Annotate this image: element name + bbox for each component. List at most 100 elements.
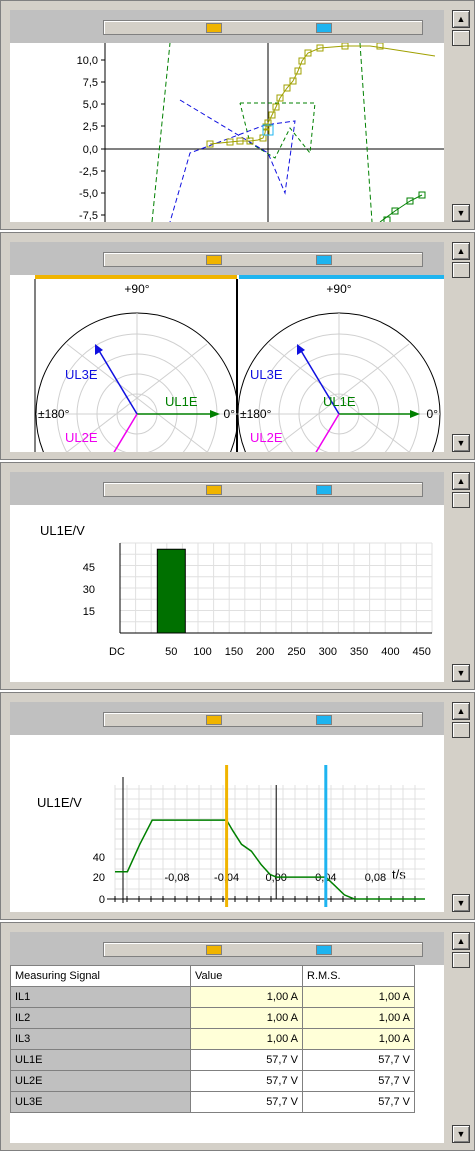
cursor-a-marker-icon[interactable] xyxy=(206,715,222,725)
signal-value[interactable]: 1,00 A xyxy=(190,1028,303,1050)
signal-value[interactable]: 1,00 A xyxy=(190,986,303,1008)
y-tick: 2,5 xyxy=(83,121,98,133)
arrow-up-icon[interactable]: ▲ xyxy=(452,472,470,490)
signal-name: UL1E xyxy=(10,1049,191,1071)
arrow-down-icon[interactable]: ▼ xyxy=(452,204,470,222)
arrow-up-icon[interactable]: ▲ xyxy=(452,932,470,950)
cursor-b-marker-icon[interactable] xyxy=(316,715,332,725)
scroll-thumb[interactable] xyxy=(452,952,470,968)
cursor-track[interactable] xyxy=(103,20,423,35)
cursor-toolbar xyxy=(10,242,444,275)
measurement-table-view[interactable]: Measuring Signal Value R.M.S. IL1 1,00 A… xyxy=(10,932,444,1143)
cursor-toolbar xyxy=(10,932,444,965)
phasor-vector-ul3e-right xyxy=(297,344,340,415)
phasor-vector-ul1e-right xyxy=(339,410,420,418)
time-signal-view[interactable]: UL1E/V t/s 40 20 0 -0,08-0,040,000,040,0… xyxy=(10,702,444,912)
cursor-b-marker-icon[interactable] xyxy=(316,485,332,495)
cursor-a-marker-icon[interactable] xyxy=(206,255,222,265)
polar-right-left-label: ±180° xyxy=(240,407,272,421)
cursor-b-marker-icon[interactable] xyxy=(316,255,332,265)
cursor-b-marker-small xyxy=(262,124,274,136)
scrollbar[interactable]: ▲ ▼ xyxy=(452,932,470,1143)
table-row[interactable]: IL3 1,00 A 1,00 A xyxy=(10,1028,415,1050)
arrow-down-icon[interactable]: ▼ xyxy=(452,434,470,452)
signal-rms: 1,00 A xyxy=(302,986,415,1008)
phasor-vector-ul2e-left xyxy=(113,413,138,452)
arrow-down-icon[interactable]: ▼ xyxy=(452,664,470,682)
phasor-view[interactable]: +90° ±180° 0° +90° ±180° 0° UL1E UL3E UL… xyxy=(10,242,444,452)
y-axis-label: UL1E/V xyxy=(40,523,85,538)
column-header-signal[interactable]: Measuring Signal xyxy=(10,965,191,987)
cursor-track[interactable] xyxy=(103,942,423,957)
phasor-panel: +90° ±180° 0° +90° ±180° 0° UL1E UL3E UL… xyxy=(0,232,475,460)
olive-trajectory xyxy=(209,45,436,145)
time-signal-panel: UL1E/V t/s 40 20 0 -0,08-0,040,000,040,0… xyxy=(0,692,475,920)
arrow-down-icon[interactable]: ▼ xyxy=(452,894,470,912)
table-row[interactable]: UL3E 57,7 V 57,7 V xyxy=(10,1091,415,1113)
cursor-track[interactable] xyxy=(103,482,423,497)
phasor-label-ul2e: UL2E xyxy=(250,430,283,445)
x-tick: -0,08 xyxy=(164,872,189,884)
arrow-up-icon[interactable]: ▲ xyxy=(452,702,470,720)
table-row[interactable]: IL2 1,00 A 1,00 A xyxy=(10,1007,415,1029)
polar-left-right-label: 0° xyxy=(224,407,236,421)
bar-50 xyxy=(156,548,186,634)
phasor-label-ul3e: UL3E xyxy=(65,367,98,382)
phasor-label-ul1e: UL1E xyxy=(165,394,198,409)
olive-markers xyxy=(206,43,384,148)
cursor-track[interactable] xyxy=(103,712,423,727)
signal-name: UL2E xyxy=(10,1070,191,1092)
scroll-thumb[interactable] xyxy=(452,492,470,508)
cursor-toolbar xyxy=(10,472,444,505)
x-tick: 300 xyxy=(319,646,337,658)
y-tick: 30 xyxy=(83,584,95,596)
table-row[interactable]: UL2E 57,7 V 57,7 V xyxy=(10,1070,415,1092)
green-marked-curve xyxy=(379,194,423,222)
x-tick: 200 xyxy=(256,646,274,658)
cursor-track[interactable] xyxy=(103,252,423,267)
trajectory-plot: 10,0 7,5 5,0 2,5 0,0 -2,5 -5,0 -7,5 xyxy=(77,43,444,222)
arrow-up-icon[interactable]: ▲ xyxy=(452,10,470,28)
phasor-label-ul1e: UL1E xyxy=(323,394,356,409)
column-header-rms[interactable]: R.M.S. xyxy=(302,965,415,987)
table-row[interactable]: IL1 1,00 A 1,00 A xyxy=(10,986,415,1008)
trajectory-view[interactable]: 10,0 7,5 5,0 2,5 0,0 -2,5 -5,0 -7,5 xyxy=(10,10,444,222)
trajectory-panel: 10,0 7,5 5,0 2,5 0,0 -2,5 -5,0 -7,5 xyxy=(0,0,475,230)
signal-rms: 1,00 A xyxy=(302,1007,415,1029)
y-tick: 0 xyxy=(99,894,105,906)
cursor-a-marker-icon[interactable] xyxy=(206,945,222,955)
cursor-b-marker-icon[interactable] xyxy=(316,945,332,955)
arrow-down-icon[interactable]: ▼ xyxy=(452,1125,470,1143)
polar-left-left-label: ±180° xyxy=(38,407,70,421)
cursor-b-marker-icon[interactable] xyxy=(316,23,332,33)
scrollbar[interactable]: ▲ ▼ xyxy=(452,10,470,222)
cursor-a-marker-icon[interactable] xyxy=(206,23,222,33)
column-header-value[interactable]: Value xyxy=(190,965,303,987)
signal-value[interactable]: 57,7 V xyxy=(190,1091,303,1113)
cursor-a-bar xyxy=(35,275,237,279)
cursor-b-bar xyxy=(239,275,444,279)
x-tick: 100 xyxy=(193,646,211,658)
scroll-thumb[interactable] xyxy=(452,722,470,738)
signal-value[interactable]: 1,00 A xyxy=(190,1007,303,1029)
x-tick: 450 xyxy=(413,646,431,658)
signal-value[interactable]: 57,7 V xyxy=(190,1070,303,1092)
harmonics-chart: UL1E/V 45 30 15 DC 50 100 150 200 250 300 350 40… xyxy=(40,523,433,658)
cursor-a-marker-icon[interactable] xyxy=(206,485,222,495)
signal-value[interactable]: 57,7 V xyxy=(190,1049,303,1071)
scrollbar[interactable]: ▲ ▼ xyxy=(452,472,470,682)
cursor-toolbar xyxy=(10,702,444,735)
signal-name: IL1 xyxy=(10,986,191,1008)
time-signal-chart: UL1E/V t/s 40 20 0 -0,08-0,040,000,040,0… xyxy=(37,765,425,907)
scrollbar[interactable]: ▲ ▼ xyxy=(452,702,470,912)
arrow-up-icon[interactable]: ▲ xyxy=(452,242,470,260)
scroll-thumb[interactable] xyxy=(452,262,470,278)
green-dashed-loop xyxy=(239,102,316,159)
measurement-table-panel: Measuring Signal Value R.M.S. IL1 1,00 A… xyxy=(0,922,475,1151)
table-row[interactable]: UL1E 57,7 V 57,7 V xyxy=(10,1049,415,1071)
harmonics-view[interactable]: UL1E/V 45 30 15 DC 50 100 150 200 250 300 350 40… xyxy=(10,472,444,682)
scrollbar[interactable]: ▲ ▼ xyxy=(452,242,470,452)
green-dashed-curve xyxy=(151,43,171,222)
signal-name: IL2 xyxy=(10,1007,191,1029)
scroll-thumb[interactable] xyxy=(452,30,470,46)
